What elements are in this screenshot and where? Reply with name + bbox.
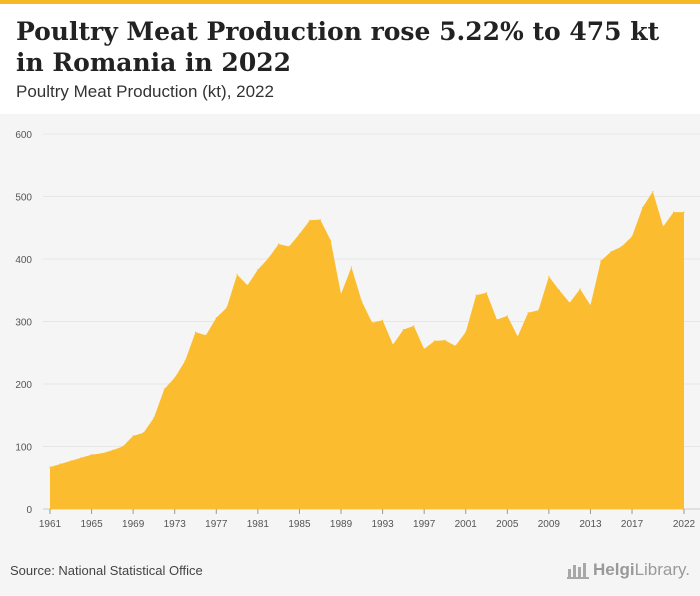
data-point xyxy=(319,219,321,221)
data-point xyxy=(641,207,644,209)
x-tick-label: 1965 xyxy=(80,519,103,530)
data-point xyxy=(132,435,134,437)
data-point xyxy=(278,243,280,245)
data-point xyxy=(433,340,436,342)
x-tick-label: 1973 xyxy=(164,519,187,530)
x-tick-label: 2017 xyxy=(621,519,644,530)
data-point xyxy=(662,225,664,228)
data-point xyxy=(340,293,342,295)
y-tick-label: 100 xyxy=(15,443,32,454)
x-tick-label: 1977 xyxy=(205,519,228,530)
data-point xyxy=(475,294,477,296)
data-point xyxy=(226,307,228,309)
data-point xyxy=(600,260,602,262)
brand-name: Helgi xyxy=(593,560,635,579)
x-tick-label: 1961 xyxy=(39,519,62,530)
data-point xyxy=(90,454,93,456)
data-point xyxy=(163,388,165,390)
y-tick-label: 200 xyxy=(15,380,32,391)
data-point xyxy=(621,245,623,248)
library-icon xyxy=(567,563,589,579)
data-point xyxy=(683,211,685,213)
data-point xyxy=(236,274,238,276)
data-point xyxy=(330,239,332,241)
x-tick-label: 1969 xyxy=(122,519,145,530)
data-point xyxy=(392,344,394,346)
area-chart: 0 100 200 300 400 500 600 1961 1965 1969 1973 1977 1… xyxy=(15,130,700,530)
data-point xyxy=(413,325,415,327)
data-point xyxy=(548,275,550,278)
data-point xyxy=(101,452,103,454)
x-tick-label: 2013 xyxy=(579,519,602,530)
data-point xyxy=(142,432,145,434)
x-tick-label: 1985 xyxy=(288,519,311,530)
source-note: Source: National Statistical Office xyxy=(10,563,203,578)
series-area xyxy=(50,191,684,509)
data-point xyxy=(631,235,633,238)
data-point xyxy=(205,334,207,336)
data-point xyxy=(589,304,592,306)
data-point xyxy=(59,463,61,465)
data-point xyxy=(454,345,456,347)
data-point xyxy=(246,284,249,286)
data-point xyxy=(288,245,290,248)
data-point xyxy=(184,360,186,362)
data-point xyxy=(423,348,425,350)
data-point xyxy=(70,460,72,462)
data-point xyxy=(122,445,124,448)
y-tick-label: 500 xyxy=(15,193,32,204)
data-point xyxy=(194,331,197,333)
brand-logo: HelgiLibrary. xyxy=(567,560,690,580)
chart-title: Poultry Meat Production rose 5.22% to 47… xyxy=(16,17,660,77)
data-point xyxy=(444,339,446,341)
data-point xyxy=(153,417,155,419)
brand-suffix: Library. xyxy=(634,560,690,579)
data-point xyxy=(506,315,508,317)
data-point xyxy=(215,317,217,319)
data-point xyxy=(558,289,560,291)
x-tick-label: 2009 xyxy=(538,519,561,530)
data-point xyxy=(673,211,675,213)
data-point xyxy=(361,300,363,303)
x-tick-label: 1989 xyxy=(330,519,353,530)
data-point xyxy=(527,312,529,314)
data-point xyxy=(465,331,467,333)
data-point xyxy=(537,309,540,311)
chart-subtitle: Poultry Meat Production (kt), 2022 xyxy=(16,82,274,101)
data-point xyxy=(371,322,373,324)
data-point xyxy=(485,292,488,294)
data-point xyxy=(579,288,581,290)
x-tick-label: 1993 xyxy=(371,519,394,530)
data-point xyxy=(350,266,353,268)
data-point xyxy=(402,329,404,331)
data-point xyxy=(267,257,269,259)
x-tick-label: 1981 xyxy=(247,519,270,530)
y-tick-label: 0 xyxy=(26,505,32,516)
data-point xyxy=(309,219,311,221)
data-point xyxy=(80,457,82,459)
data-point xyxy=(610,250,612,253)
y-tick-label: 600 xyxy=(15,130,32,141)
chart-header: Poultry Meat Production rose 5.22% to 47… xyxy=(0,4,700,114)
accent-top-bar xyxy=(0,0,700,4)
data-point xyxy=(517,335,519,338)
data-point xyxy=(496,319,498,321)
data-point xyxy=(298,233,301,235)
data-point xyxy=(49,466,51,468)
data-point xyxy=(257,269,259,271)
data-point xyxy=(111,449,113,451)
y-tick-label: 300 xyxy=(15,318,32,329)
data-point xyxy=(174,377,176,379)
data-point xyxy=(652,190,654,193)
x-tick-label: 2001 xyxy=(455,519,478,530)
x-tick-label: 1997 xyxy=(413,519,436,530)
x-tick-label: 2022 xyxy=(673,519,696,530)
x-tick-label: 2005 xyxy=(496,519,519,530)
data-point xyxy=(381,319,384,321)
y-tick-label: 400 xyxy=(15,255,32,266)
data-point xyxy=(569,302,571,304)
